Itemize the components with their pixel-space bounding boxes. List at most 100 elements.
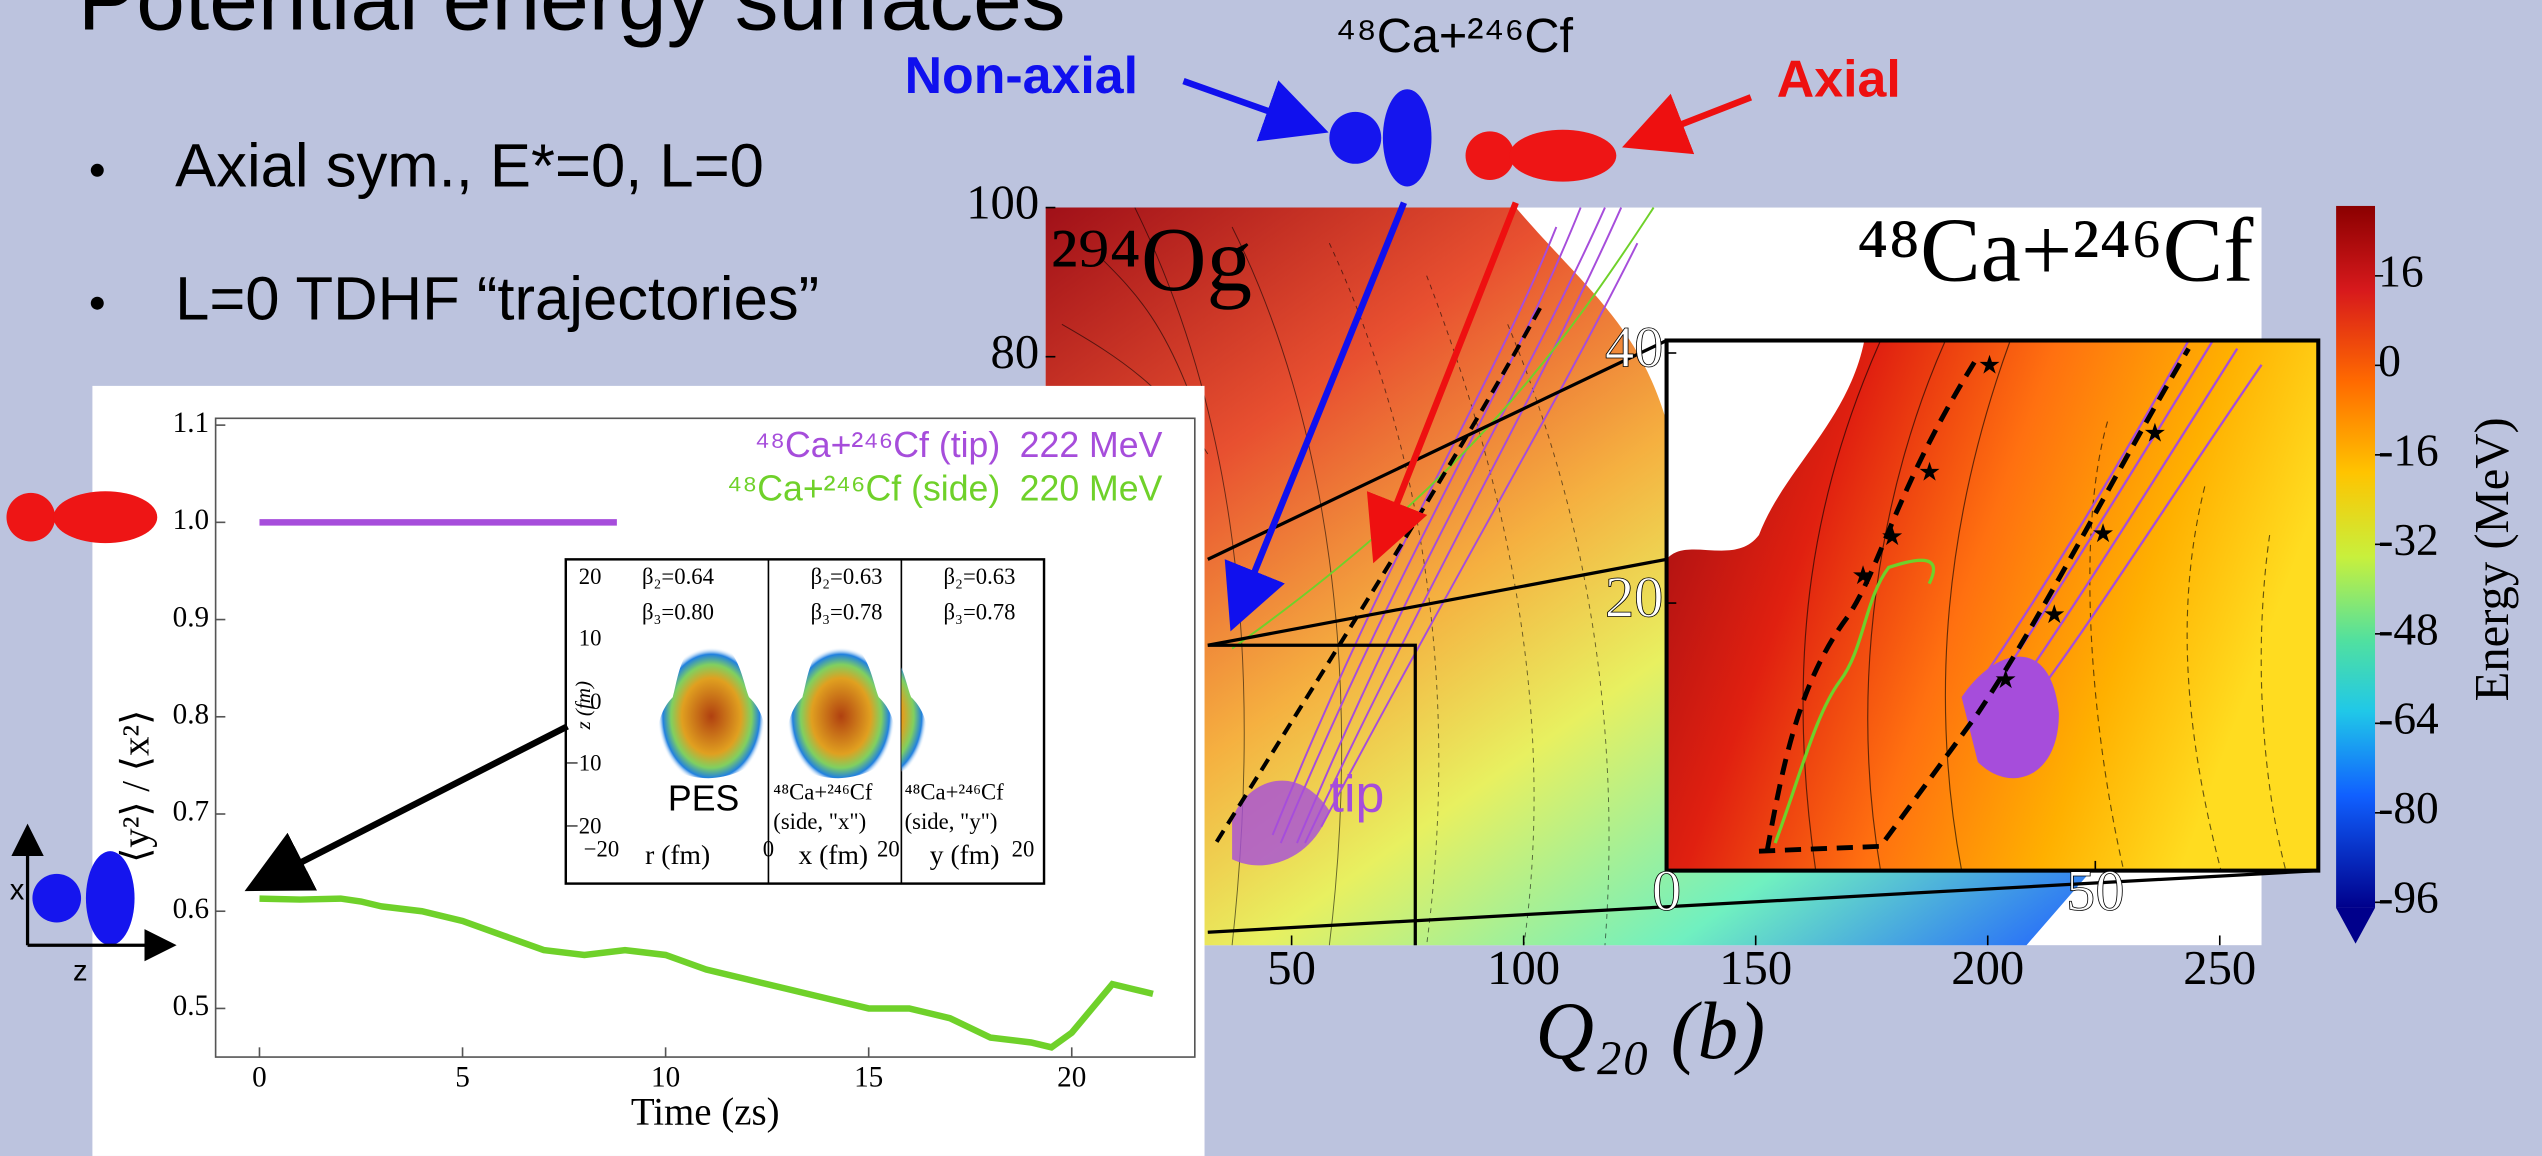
- svg-text:★: ★: [2091, 520, 2114, 548]
- zoom-x-tick-label: 50: [2066, 858, 2124, 923]
- inset-x-label: y (fm): [930, 839, 1000, 870]
- y-tick-label: 0.6: [173, 893, 209, 925]
- y-tick-label: 1.1: [173, 407, 209, 439]
- trajectory-blob: [1232, 780, 1330, 866]
- zoom-empty: [1666, 340, 1865, 560]
- panel-label: (side, "y"): [905, 809, 998, 834]
- svg-text:★: ★: [1851, 562, 1874, 590]
- colorbar-extend: [2336, 907, 2376, 944]
- panel-label: (side, "x"): [773, 809, 866, 834]
- inset-x-label: r (fm): [645, 839, 710, 870]
- x-tick-label: 20: [1057, 1061, 1086, 1093]
- y-tick-label: 0.9: [173, 601, 209, 633]
- beta2: β₂=0.64: [642, 564, 714, 589]
- trajectories: [1271, 207, 1639, 844]
- bullets: [90, 163, 104, 310]
- colorbar-tick-label: -32: [2378, 515, 2439, 565]
- zoom-dashed: [1764, 355, 1980, 852]
- zoom-contours: [1802, 340, 2287, 871]
- zoom-blob: [1961, 656, 2059, 779]
- y-axis-label: ⟨y²⟩ / ⟨x²⟩: [114, 710, 157, 863]
- svg-text:★: ★: [1978, 351, 2001, 379]
- beta2: β₂=0.63: [811, 564, 883, 589]
- beta3: β₃=0.78: [944, 600, 1016, 625]
- y-tick-label: 80: [991, 325, 1040, 379]
- zoom-frame: [1664, 338, 2321, 873]
- zoom-dashed: [1758, 347, 2191, 854]
- inset-x-tick: −20: [584, 836, 619, 861]
- colorbar-tick-label: -80: [2378, 783, 2439, 833]
- colorbar-label: Energy (MeV): [2465, 417, 2519, 701]
- colorbar-tick-label: -48: [2378, 604, 2439, 654]
- y-tick-label: 1.0: [173, 504, 209, 536]
- inset-y-tick: 0: [590, 689, 601, 714]
- stars: ★★★★★★★★: [1851, 351, 2166, 694]
- label-axial: Axial: [1777, 49, 1901, 107]
- arrows: [11, 78, 1753, 962]
- y-tick-label: 0.8: [173, 698, 209, 730]
- axis-x: x: [10, 874, 25, 906]
- inset-x-label: x (fm): [798, 839, 868, 870]
- panel-label: PES: [668, 778, 739, 818]
- zoom-y-tick-label: 40: [1605, 314, 1663, 379]
- inset-y-label: z (fm): [571, 681, 595, 731]
- x-tick-label: 50: [1267, 941, 1316, 995]
- x-tick-label: 150: [1719, 941, 1792, 995]
- top-label: ⁴⁸Ca+²⁴⁶Cf: [1335, 9, 1573, 63]
- colorbar-tick-label: -96: [2378, 873, 2439, 923]
- axis-z: z: [73, 955, 88, 987]
- beta3: β₃=0.80: [642, 600, 714, 625]
- colorbar-tick-label: -16: [2378, 425, 2439, 475]
- x-tick-label: 100: [1487, 941, 1560, 995]
- slide-title: Potential energy surfaces: [78, 0, 1066, 49]
- panel-label: ⁴⁸Ca+²⁴⁶Cf: [905, 780, 1005, 805]
- y-tick-label: 0.7: [173, 796, 209, 828]
- svg-text:★: ★: [2143, 419, 2166, 447]
- inset-y-tick: −10: [566, 750, 601, 775]
- x-tick-label: 15: [854, 1061, 883, 1093]
- x-tick-label: 10: [651, 1061, 680, 1093]
- inset-y-tick: −20: [566, 814, 601, 839]
- colorbar: [2336, 205, 2376, 908]
- bullet: L=0 TDHF “trajectories”: [175, 264, 819, 333]
- legend-energy: 222 MeV: [1020, 425, 1163, 465]
- label-non-axial: Non-axial: [905, 46, 1138, 104]
- x-axis-label: Time (zs): [631, 1090, 780, 1133]
- x-tick-label: 200: [1951, 941, 2024, 995]
- svg-text:★: ★: [2043, 601, 2066, 629]
- x-tick-label: 250: [2183, 941, 2256, 995]
- line-frame: [214, 417, 1196, 1058]
- panel-label: ⁴⁸Ca+²⁴⁶Cf: [773, 780, 873, 805]
- series-line: [259, 895, 1154, 1051]
- x-tick-label: 5: [455, 1061, 470, 1093]
- density: [787, 640, 895, 779]
- density: [901, 667, 928, 772]
- y-tick-label: 100: [966, 176, 1039, 230]
- beta3: β₃=0.78: [811, 600, 883, 625]
- colorbar-tick-label: 0: [2378, 336, 2401, 386]
- pes-title: ²⁹⁴Og: [1051, 209, 1252, 310]
- x-tick-label: 0: [252, 1061, 267, 1093]
- legend-energy: 220 MeV: [1020, 469, 1163, 509]
- density: [657, 640, 766, 779]
- inset-y-tick: 10: [579, 626, 602, 651]
- x-axis-label: Q₂₀ (b): [1536, 986, 1766, 1076]
- zoom-x-tick-label: 0: [1652, 858, 1681, 923]
- zoom-green: [1773, 558, 1936, 844]
- svg-text:★: ★: [1881, 523, 1904, 551]
- colorbar-tick-label: -64: [2378, 694, 2439, 744]
- y-tick-label: 0.5: [173, 990, 209, 1022]
- pes-subtitle: ⁴⁸Ca+²⁴⁶Cf: [1857, 199, 2254, 300]
- svg-text:★: ★: [1994, 666, 2017, 694]
- legend-entry: ⁴⁸Ca+²⁴⁶Cf (side): [727, 469, 1000, 509]
- colorbar-tick-label: 16: [2378, 246, 2423, 296]
- bullet: Axial sym., E*=0, L=0: [175, 132, 764, 201]
- svg-text:★: ★: [1918, 458, 1941, 486]
- zoom-y-tick-label: 20: [1605, 564, 1663, 629]
- inset-x-tick: 0: [763, 836, 774, 861]
- legend-entry: ⁴⁸Ca+²⁴⁶Cf (tip): [755, 425, 1001, 465]
- inset-x-tick: 20: [1012, 836, 1035, 861]
- molecules: [6, 89, 1617, 946]
